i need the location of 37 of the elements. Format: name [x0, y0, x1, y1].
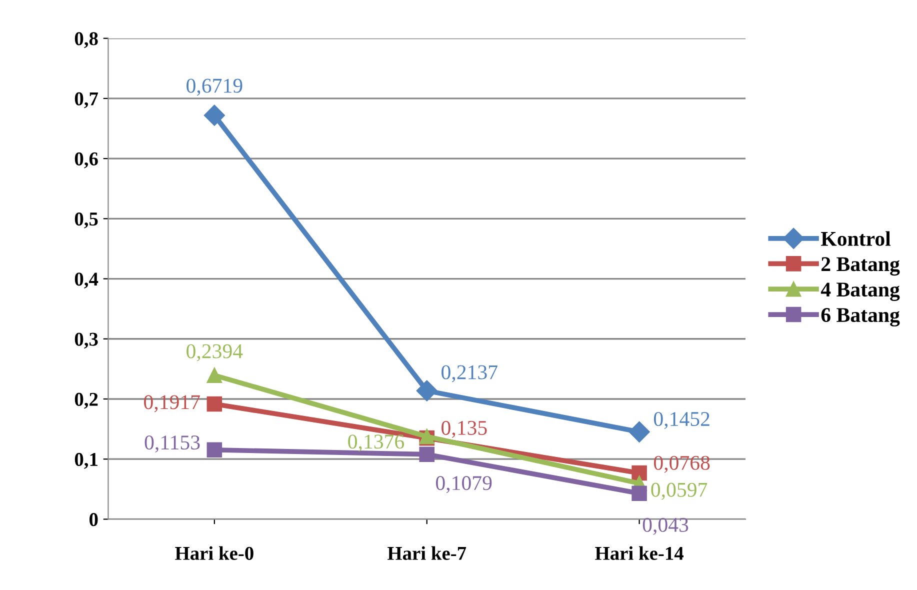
point	[419, 446, 435, 462]
y-tick-label: 0,8	[74, 32, 98, 48]
point	[632, 486, 647, 501]
point	[416, 380, 438, 402]
data-label: 0,2137	[442, 365, 498, 382]
data-label: 0,1079	[436, 476, 492, 494]
legend-label: Kontrol	[821, 231, 891, 246]
x-tick-label: Hari ke-14	[595, 546, 684, 560]
data-label: 0,2394	[186, 344, 243, 362]
data-label: 0,1917	[144, 395, 200, 412]
data-label: 0,0597	[651, 482, 708, 500]
y-tick-label: 0,3	[74, 332, 98, 349]
data-label: 0,1376	[348, 434, 404, 452]
point	[628, 421, 650, 442]
y-tick-label: 0	[90, 513, 98, 526]
point	[206, 442, 222, 458]
x-tick-label: Hari ke-0	[175, 546, 254, 560]
x-tick-label: Hari ke-7	[388, 546, 466, 560]
y-tick-label: 0,7	[74, 92, 98, 108]
legend-label: 6 Batang	[821, 308, 900, 326]
point	[204, 104, 225, 126]
data-label: 0,0768	[654, 456, 710, 473]
point	[206, 368, 222, 383]
point	[632, 465, 647, 481]
point	[206, 396, 222, 412]
y-tick-label: 0,4	[74, 272, 98, 289]
data-label: 0,043	[642, 518, 688, 535]
y-tick-label: 0,1	[74, 452, 98, 469]
y-tick-label: 0,5	[74, 212, 98, 228]
data-label: 0,1452	[654, 412, 710, 430]
y-tick-label: 0,2	[74, 392, 98, 409]
data-label: 0,135	[442, 420, 487, 438]
legend-label: 2 Batang	[822, 257, 900, 276]
data-label: 0,1153	[144, 436, 200, 453]
data-label: 0,6719	[186, 78, 242, 96]
legend-label: 4 Batang	[820, 282, 900, 301]
y-tick-label: 0,6	[74, 152, 98, 168]
